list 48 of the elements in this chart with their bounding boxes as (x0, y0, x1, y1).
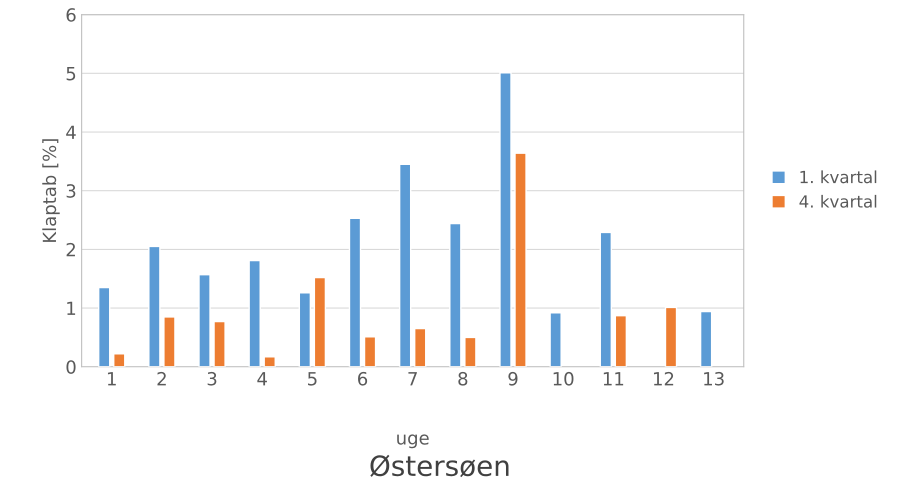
bar (248, 260, 261, 367)
y-tick-label: 0 (66, 360, 76, 374)
bar (314, 276, 326, 367)
bar (664, 306, 678, 367)
x-tick-label: 2 (157, 372, 166, 386)
y-tick-label: 4 (66, 126, 76, 139)
y-axis-title: Klaptab [%] (42, 139, 60, 242)
legend-label: 1. kvartal (800, 170, 876, 184)
x-tick-label: 7 (408, 372, 417, 386)
text: Østersøen (370, 454, 508, 478)
x-tick-label: 3 (208, 372, 216, 386)
y-tick-label: 2 (66, 242, 75, 256)
x-tick-label: 10 (554, 372, 574, 386)
bar (364, 336, 376, 367)
bar (298, 292, 312, 367)
bar (414, 328, 426, 367)
x-tick-label: 8 (458, 372, 468, 386)
bar (549, 312, 562, 367)
bar (264, 356, 276, 367)
y-tick-label: 1 (67, 302, 76, 315)
bar (614, 315, 628, 367)
x-tick-label: 12 (654, 372, 674, 386)
bar (398, 164, 412, 367)
bar (449, 222, 462, 367)
bar (700, 310, 712, 367)
bar (163, 316, 176, 367)
bar (499, 72, 512, 367)
legend-label: 4. kvartal (799, 194, 876, 208)
x-tick-label: 9 (508, 372, 518, 386)
bar (213, 320, 226, 367)
bar (148, 246, 161, 367)
bar (113, 353, 126, 367)
bar (600, 232, 612, 367)
bar (464, 336, 477, 367)
x-axis-title: uge (397, 434, 429, 448)
bar (514, 152, 527, 367)
y-tick-label: 3 (66, 184, 76, 198)
x-tick-label: 5 (308, 372, 317, 386)
y-tick-label: 5 (66, 67, 76, 80)
x-tick-label: 4 (257, 372, 267, 386)
y-tick-label: 6 (66, 8, 76, 22)
x-tick-label: 1 (108, 372, 116, 386)
x-tick-label: 13 (704, 372, 724, 386)
bar (198, 274, 211, 367)
bar (348, 218, 362, 367)
bar (98, 286, 110, 367)
x-tick-label: 6 (358, 372, 368, 386)
x-tick-label: 11 (604, 372, 624, 386)
